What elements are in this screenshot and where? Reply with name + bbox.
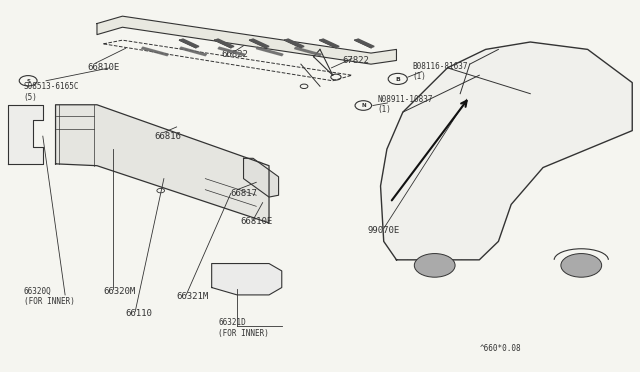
FancyBboxPatch shape [465, 87, 550, 106]
Polygon shape [218, 47, 245, 56]
Polygon shape [8, 105, 43, 164]
Text: S08513-6165C
(5): S08513-6165C (5) [24, 82, 79, 102]
Text: N08911-10837
(1): N08911-10837 (1) [378, 95, 433, 115]
Polygon shape [511, 89, 522, 104]
Polygon shape [468, 89, 478, 104]
Polygon shape [215, 39, 234, 48]
Text: 66321M: 66321M [177, 292, 209, 301]
Text: 66810E: 66810E [241, 217, 273, 225]
Polygon shape [533, 89, 543, 104]
Text: S: S [26, 78, 30, 84]
Polygon shape [500, 89, 511, 104]
Text: 66816: 66816 [154, 132, 181, 141]
Polygon shape [244, 158, 278, 197]
Polygon shape [285, 39, 304, 48]
Polygon shape [180, 39, 199, 48]
Text: B08116-81637
(1): B08116-81637 (1) [412, 62, 468, 81]
Polygon shape [355, 39, 374, 48]
Polygon shape [256, 47, 283, 56]
Text: 66110: 66110 [125, 309, 152, 318]
Polygon shape [212, 263, 282, 295]
Text: B: B [396, 77, 400, 82]
Polygon shape [320, 39, 339, 48]
Circle shape [561, 254, 602, 277]
Polygon shape [490, 89, 500, 104]
Polygon shape [250, 39, 269, 48]
Text: ^660*0.08: ^660*0.08 [479, 344, 521, 353]
Polygon shape [479, 89, 489, 104]
Text: 66817: 66817 [231, 189, 258, 198]
Text: N: N [361, 103, 365, 108]
Polygon shape [250, 162, 259, 173]
Text: 66320M: 66320M [103, 287, 136, 296]
Polygon shape [381, 42, 632, 260]
Text: 99070E: 99070E [368, 226, 400, 235]
Polygon shape [141, 47, 168, 56]
Text: 66321D
(FOR INNER): 66321D (FOR INNER) [218, 318, 269, 338]
Polygon shape [97, 16, 396, 64]
Polygon shape [294, 47, 321, 56]
Circle shape [414, 254, 455, 277]
Text: 66810E: 66810E [88, 63, 120, 72]
Text: 66320Q
(FOR INNER): 66320Q (FOR INNER) [24, 287, 75, 307]
Polygon shape [56, 105, 269, 223]
Text: 67822: 67822 [342, 56, 369, 65]
Polygon shape [180, 47, 207, 56]
Polygon shape [244, 162, 253, 173]
Polygon shape [256, 162, 266, 173]
Text: 66822: 66822 [221, 51, 248, 60]
Polygon shape [522, 89, 532, 104]
